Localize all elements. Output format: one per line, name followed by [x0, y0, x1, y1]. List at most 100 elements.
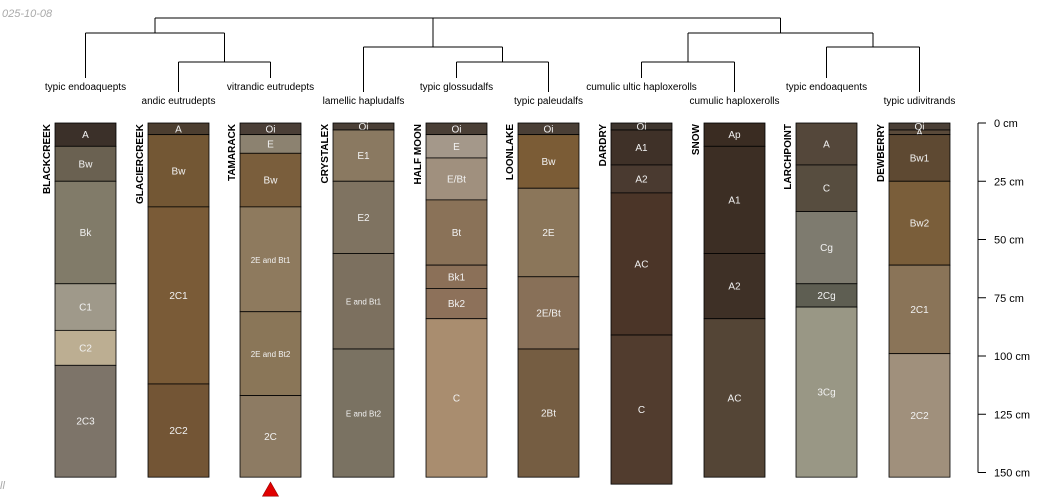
taxon-label: typic udivitrands [884, 96, 956, 107]
profile-larchpoint: A C Cg 2Cg 3Cg LARCHPOINT [783, 122, 858, 478]
horizon-label: Bt [452, 228, 462, 239]
profile-name: TAMARACK [227, 123, 238, 181]
horizon [888, 353, 951, 478]
horizon [332, 129, 395, 182]
depth-tick-label: 25 cm [994, 176, 1024, 188]
horizon-label: 2C [264, 432, 277, 443]
horizon-label: Bw [542, 157, 557, 168]
horizon-label: Bk2 [448, 299, 466, 310]
horizon [795, 122, 858, 166]
profile-name: DEWBERRY [876, 124, 887, 182]
horizon-label: E/Bt [447, 174, 466, 185]
horizon-label: E [453, 142, 460, 153]
horizon [517, 187, 580, 278]
horizon-label: 2E/Bt [536, 308, 561, 319]
horizon-label: E2 [357, 213, 370, 224]
horizon [54, 283, 117, 331]
taxon-label: typic paleudalfs [514, 96, 583, 107]
profile-tamarack: Oi E Bw 2E and Bt1 2E and Bt2 2C TAMARACK [227, 122, 302, 478]
horizon [425, 199, 488, 266]
horizon [610, 192, 673, 336]
horizon [795, 211, 858, 285]
footer-mark: ll [0, 480, 5, 492]
profile-blackcreek: A Bw Bk C1 C2 2C3 BLACKCREEK [42, 122, 117, 478]
profile-name: BLACKCREEK [42, 123, 53, 194]
horizon-label: 3Cg [817, 388, 835, 399]
profile-name: LOONLAKE [505, 124, 516, 180]
horizon [610, 164, 673, 194]
profile-name: CRYSTALEX [320, 124, 331, 184]
horizon-label: Bw [79, 159, 94, 170]
profile-half-moon: Oi E E/Bt Bt Bk1 Bk2 C HALF MOON [413, 122, 488, 478]
profile-snow: Ap A1 A2 AC SNOW [691, 122, 766, 478]
taxon-labels: typic endoaquepts andic eutrudepts vitrand… [45, 82, 955, 107]
taxon-label: typic endoaquepts [45, 82, 126, 93]
taxon-label: lamellic hapludalfs [323, 96, 405, 107]
horizon [795, 164, 858, 212]
horizon-label: C [453, 393, 460, 404]
horizon-label: C1 [79, 303, 92, 314]
horizon-label: Bw1 [910, 153, 930, 164]
dendrogram [85, 17, 920, 92]
horizon-label: A [823, 139, 830, 150]
horizon-label: 2E and Bt2 [251, 350, 291, 359]
horizon [610, 129, 673, 166]
horizon [54, 364, 117, 478]
horizon [239, 206, 302, 313]
horizon-label: 2E [542, 228, 555, 239]
horizon [703, 145, 766, 254]
horizon [888, 180, 951, 266]
taxon-label: typic glossudalfs [420, 82, 493, 93]
profile-name: DARDRY [598, 124, 609, 167]
profile-dewberry: OiA Bw1 Bw2 2C1 2C2 DEWBERRY [876, 122, 951, 478]
horizon-label: Oi [637, 122, 647, 133]
horizon-label: 2C1 [169, 291, 188, 302]
horizon-label: 2C3 [76, 417, 95, 428]
horizon-label: Oi [452, 124, 462, 135]
horizon-label: Oi [266, 124, 276, 135]
horizon-label: E1 [357, 151, 370, 162]
horizon-label: Bw [264, 176, 279, 187]
horizon-label: AC [728, 393, 742, 404]
horizon [703, 253, 766, 320]
markers [261, 481, 280, 497]
horizon-label: AC [635, 259, 649, 270]
profile-crystalex: Oi E1 E2 E and Bt1 E and Bt2 CRYSTALEX [320, 122, 395, 478]
horizon-label: Bk1 [448, 272, 466, 283]
horizon-label: 2C2 [169, 426, 188, 437]
horizon [425, 318, 488, 478]
profile-name: SNOW [691, 123, 702, 155]
horizon [54, 180, 117, 285]
horizon [888, 264, 951, 355]
horizon-label: Oi [915, 122, 925, 133]
profile-name: LARCHPOINT [783, 124, 794, 190]
triangle-marker-icon [261, 481, 280, 497]
profile-name: HALF MOON [413, 124, 424, 185]
horizon-label: A2 [728, 282, 741, 293]
horizon [147, 383, 210, 478]
header-date: 025-10-08 [2, 8, 53, 20]
profile-name: GLACIERCREEK [135, 123, 146, 204]
horizon-label: Bw [172, 166, 187, 177]
horizon-label: Ap [728, 130, 741, 141]
taxon-label: typic endoaquents [786, 82, 867, 93]
horizon-label: Oi [359, 122, 369, 133]
horizon [239, 152, 302, 208]
taxon-label: andic eutrudepts [142, 96, 216, 107]
horizon [239, 395, 302, 478]
depth-tick-label: 50 cm [994, 235, 1024, 247]
horizon-label: Cg [820, 243, 833, 254]
horizon [425, 288, 488, 320]
taxon-label: cumulic ultic haploxerolls [586, 82, 697, 93]
horizon [54, 329, 117, 366]
horizon-label: A2 [635, 174, 648, 185]
profile-glaciercreek: A Bw 2C1 2C2 GLACIERCREEK [135, 122, 210, 478]
horizon-label: 2C1 [910, 305, 929, 316]
horizon-label: 2C2 [910, 411, 929, 422]
horizon-label: 2E and Bt1 [251, 256, 291, 265]
horizon [425, 157, 488, 201]
depth-tick-label: 150 cm [994, 468, 1030, 480]
horizon [147, 206, 210, 385]
depth-axis: 0 cm 25 cm 50 cm 75 cm 100 cm 125 cm 150 cm [977, 118, 1030, 480]
